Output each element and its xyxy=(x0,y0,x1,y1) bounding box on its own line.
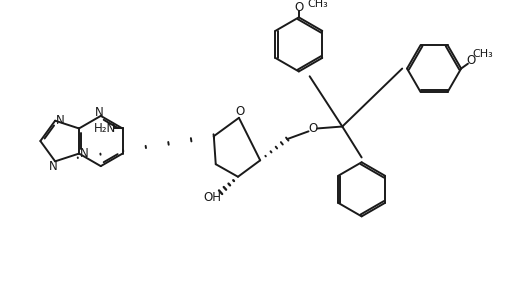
Text: OH: OH xyxy=(204,191,222,204)
Text: O: O xyxy=(294,1,303,14)
Text: N: N xyxy=(49,160,57,173)
Text: N: N xyxy=(80,147,88,160)
Text: O: O xyxy=(466,54,475,67)
Text: N: N xyxy=(56,114,64,127)
Text: N: N xyxy=(95,106,103,118)
Text: O: O xyxy=(309,122,318,135)
Text: O: O xyxy=(235,105,244,118)
Text: H₂N: H₂N xyxy=(94,122,116,135)
Text: CH₃: CH₃ xyxy=(472,49,493,59)
Text: CH₃: CH₃ xyxy=(308,0,329,9)
